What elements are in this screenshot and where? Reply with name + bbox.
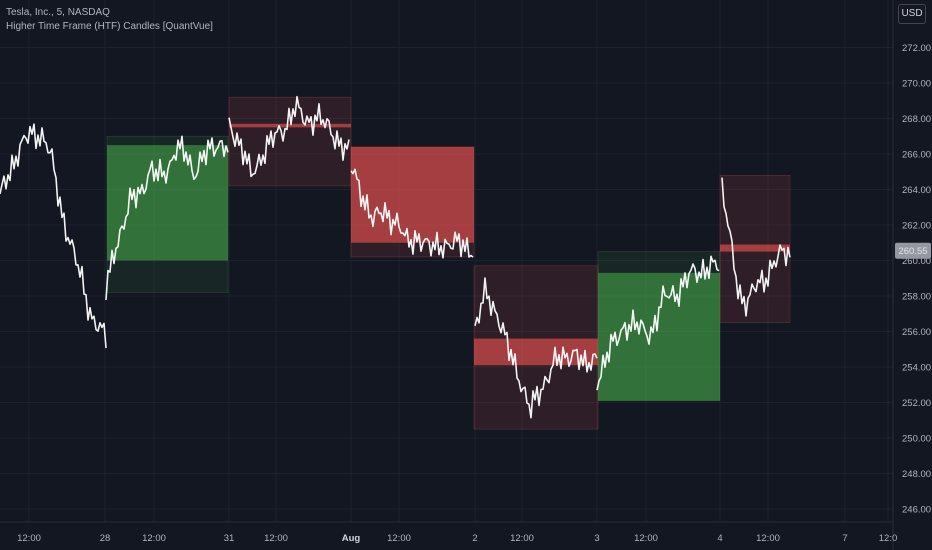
time-tick-label: 31: [224, 533, 235, 544]
price-tick-label: 262.00: [902, 221, 931, 232]
time-tick-label: 28: [100, 533, 111, 544]
time-tick-label: 12:00: [634, 533, 658, 544]
time-tick-label: 12:00: [756, 533, 780, 544]
time-tick-label: 12:00: [142, 533, 166, 544]
price-tick-label: 258.00: [902, 292, 931, 303]
price-line-segment: [474, 277, 598, 419]
time-tick-label: Aug: [342, 533, 361, 544]
price-line-segment: [596, 255, 720, 391]
time-axis[interactable]: 12:00 28 12:00 31 12:00 Aug 12:00 2 12:00 3 12:00 4…: [0, 521, 898, 544]
htf-candle-body: [351, 146, 474, 243]
price-line-segment: [105, 135, 229, 301]
time-tick-label: 7: [842, 533, 847, 544]
htf-candle-body: [720, 244, 790, 252]
price-line-segment: [721, 177, 791, 317]
price-tick-label: 254.00: [902, 363, 931, 374]
price-tick-label: 252.00: [902, 398, 931, 409]
htf-candle-bear: [350, 146, 475, 258]
last-price-badge: 260.55: [895, 242, 931, 259]
time-tick-label: 12:0: [879, 533, 898, 544]
price-line-segment: [228, 95, 350, 178]
price-tick-label: 270.00: [902, 79, 931, 90]
htf-candle-bear: [473, 265, 599, 430]
time-tick-label: 12:00: [510, 533, 534, 544]
time-tick-label: 12:00: [17, 533, 41, 544]
price-tick-label: 260.00: [902, 256, 931, 267]
time-tick-label: 4: [717, 533, 722, 544]
htf-candle-bull: [597, 251, 721, 402]
price-tick-label: 248.00: [902, 469, 931, 480]
last-price-badge-bg: [895, 242, 931, 259]
price-line-segment: [0, 123, 107, 349]
price-tick-label: 256.00: [902, 327, 931, 338]
htf-candle-body: [107, 145, 228, 261]
price-axis[interactable]: 272.00 270.00 268.00 266.00 264.00 262.00 260.…: [892, 0, 931, 550]
htf-candle-bear: [719, 175, 791, 323]
indicator-title: Higher Time Frame (HTF) Candles [QuantVu…: [6, 21, 213, 32]
price-tick-label: 264.00: [902, 185, 931, 196]
htf-candle-body: [229, 123, 351, 128]
price-series: [0, 95, 791, 419]
time-tick-label: 12:00: [264, 533, 288, 544]
currency-button[interactable]: USD: [898, 4, 926, 24]
price-tick-label: 272.00: [902, 43, 931, 54]
price-tick-label: 266.00: [902, 150, 931, 161]
htf-candle-bull: [106, 135, 229, 293]
htf-candles: [106, 96, 791, 430]
time-tick-label: 2: [472, 533, 477, 544]
last-price-label: 260.55: [898, 246, 927, 257]
price-line-segment: [350, 168, 474, 259]
symbol-title: Tesla, Inc., 5, NASDAQ: [6, 7, 110, 18]
price-tick-label: 250.00: [902, 434, 931, 445]
time-tick-label: 3: [594, 533, 599, 544]
time-tick-label: 12:00: [387, 533, 411, 544]
htf-candle-body: [598, 272, 720, 401]
price-tick-label: 246.00: [902, 505, 931, 516]
price-tick-label: 268.00: [902, 114, 931, 125]
